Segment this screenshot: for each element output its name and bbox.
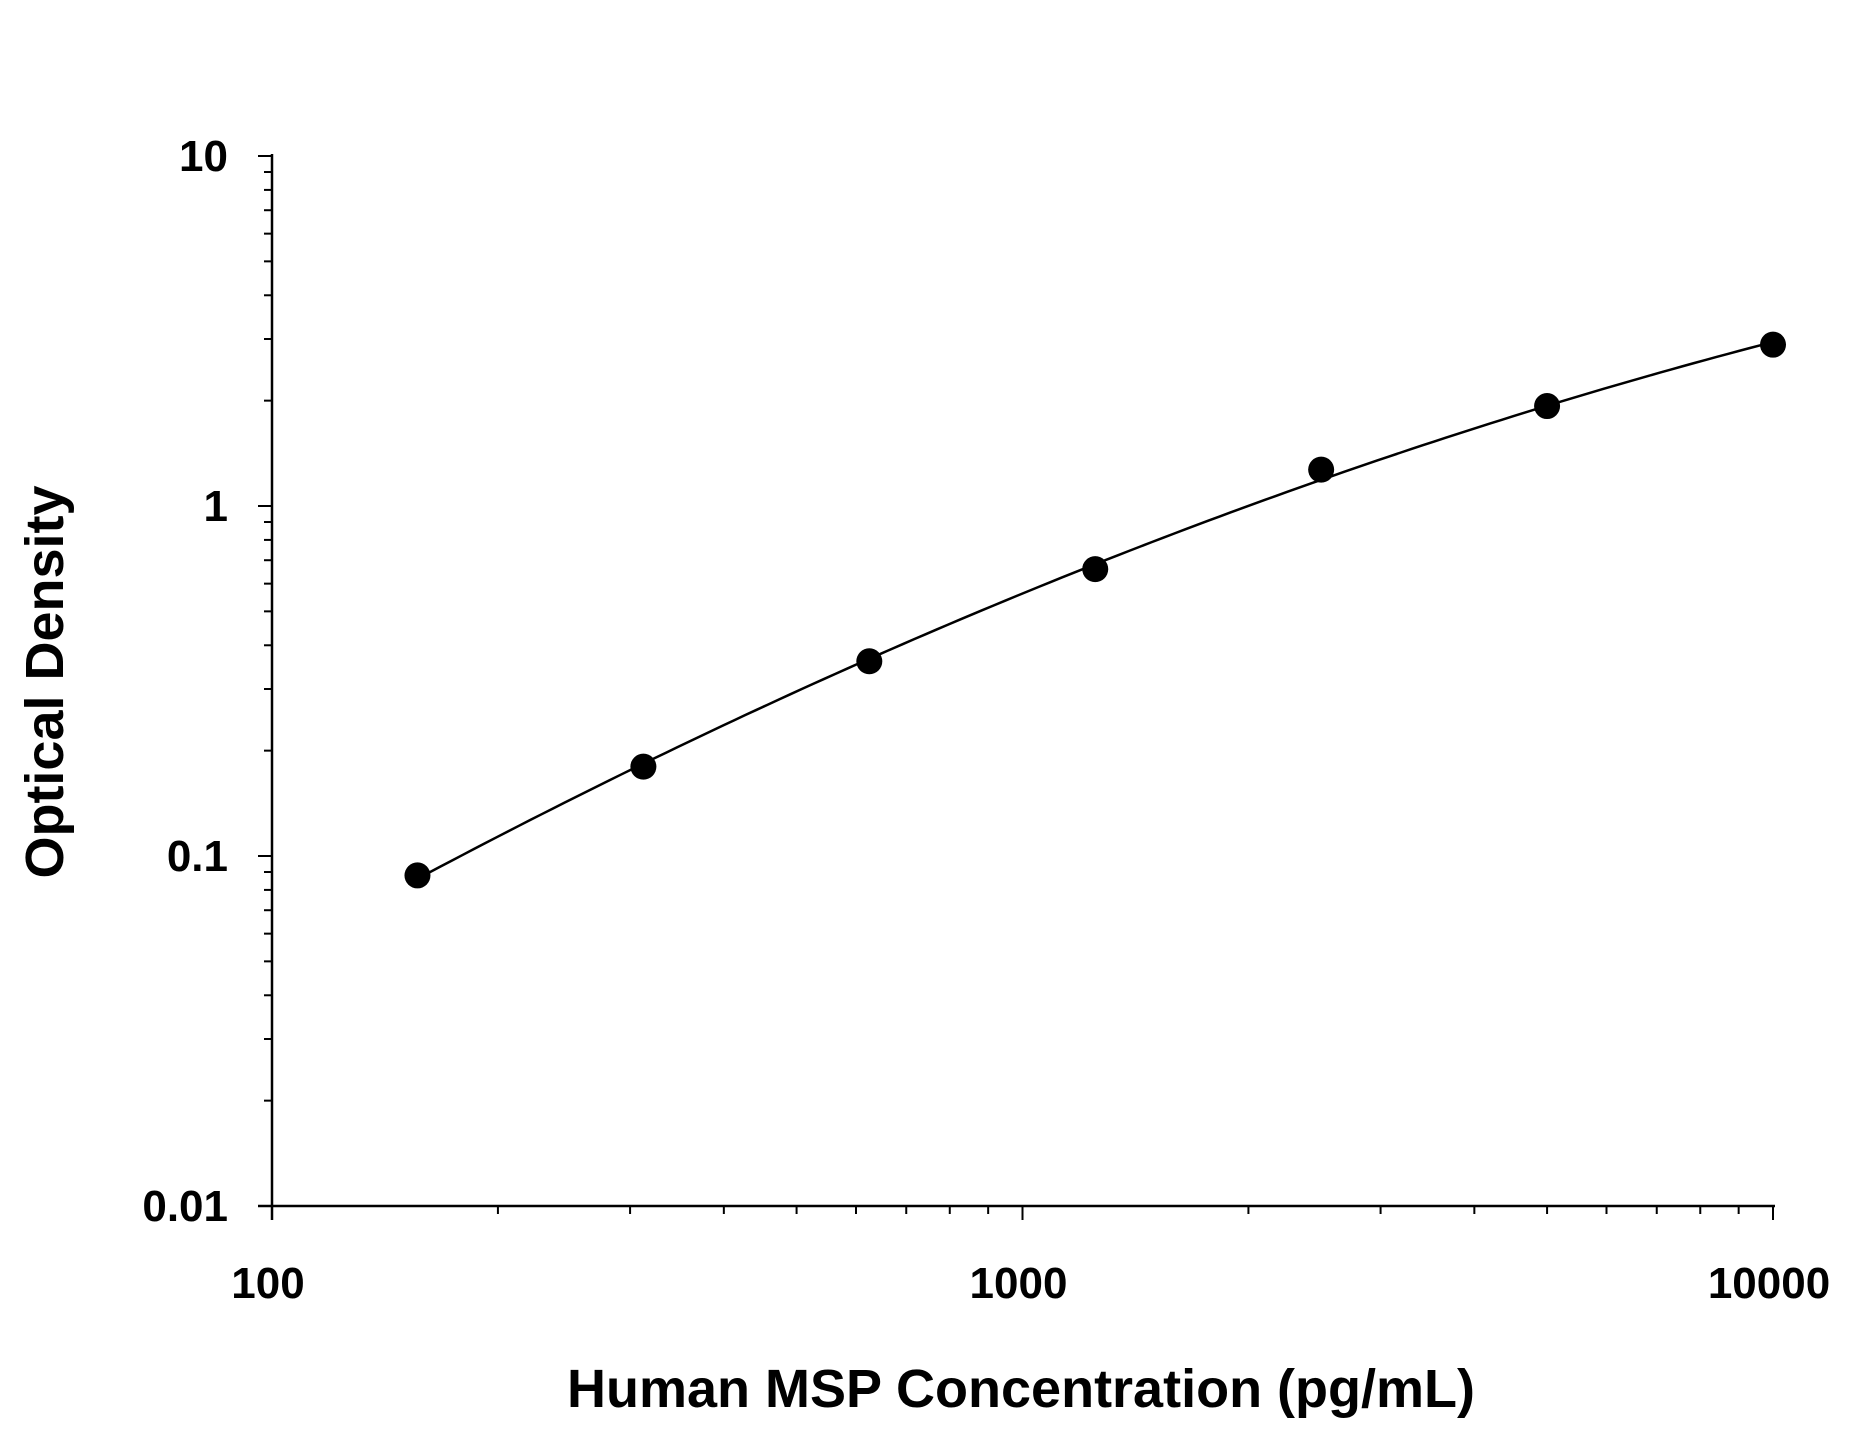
data-point — [1760, 331, 1786, 358]
y-tick-label: 0.01 — [142, 1182, 228, 1231]
tick-labels: 0.01 0.1 1 10 100 1000 10000 — [142, 132, 1830, 1308]
fit-curve — [416, 340, 1774, 880]
data-point — [856, 648, 883, 675]
x-tick-label: 1000 — [970, 1259, 1068, 1308]
x-tick-label: 100 — [231, 1259, 304, 1308]
y-tick-label: 1 — [204, 482, 228, 531]
data-point — [404, 862, 431, 889]
data-point — [1082, 556, 1109, 583]
data-points — [404, 331, 1786, 889]
y-axis-title: Optical Density — [15, 485, 75, 878]
fit-curve-layer — [416, 340, 1774, 880]
data-point — [630, 753, 657, 780]
y-tick-label: 10 — [179, 132, 228, 181]
data-point — [1308, 456, 1335, 483]
y-tick-label: 0.1 — [167, 832, 228, 881]
x-tick-label: 10000 — [1708, 1259, 1830, 1308]
x-axis-title: Human MSP Concentration (pg/mL) — [567, 1359, 1475, 1419]
axes — [258, 154, 1775, 1220]
data-point — [1534, 393, 1561, 420]
